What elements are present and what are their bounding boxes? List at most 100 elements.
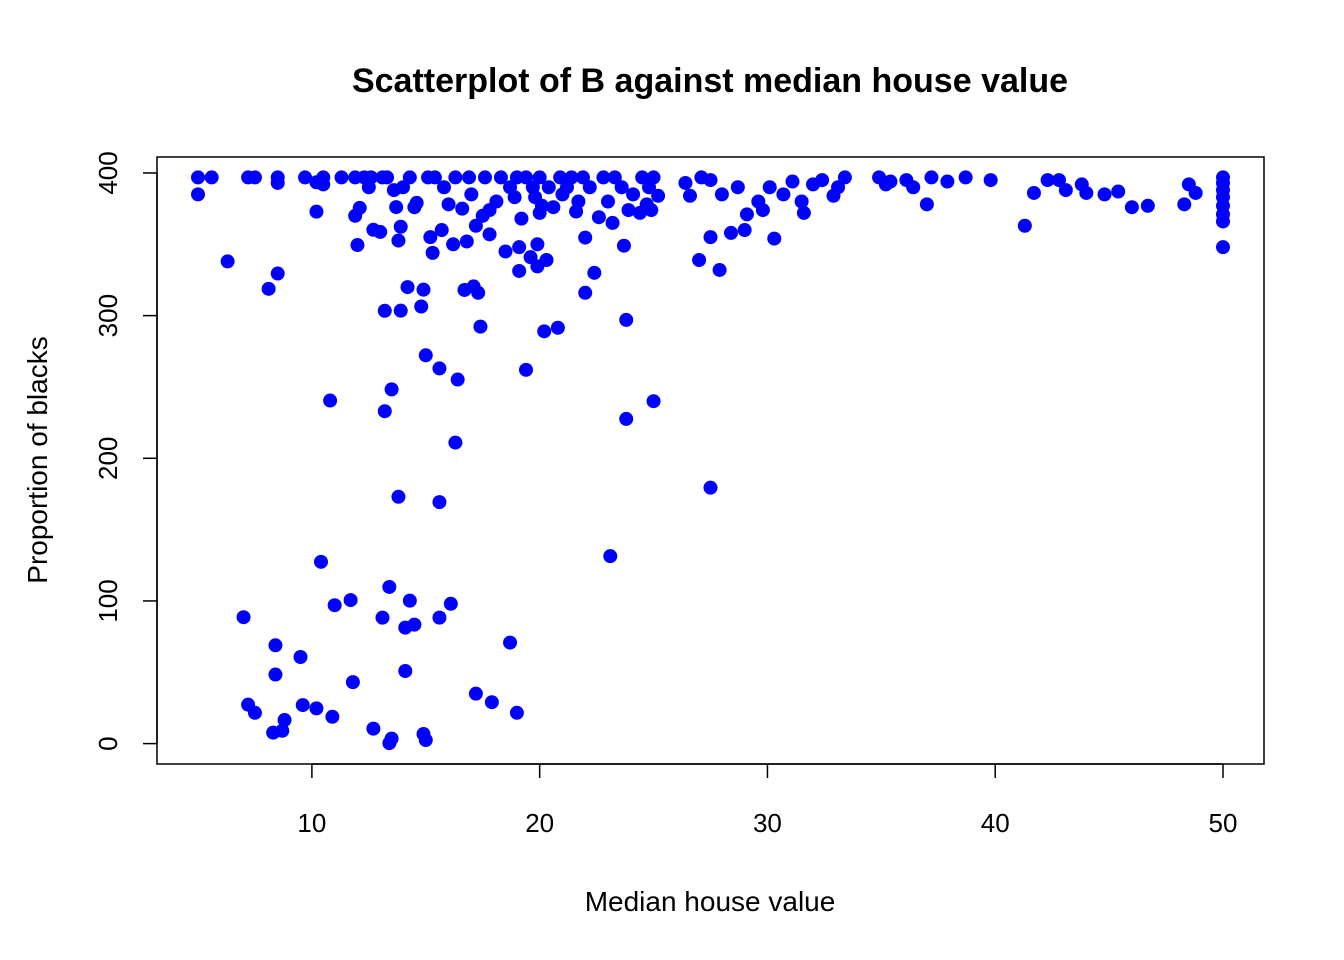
data-point: [519, 170, 533, 185]
data-point: [191, 170, 205, 185]
data-point: [539, 252, 554, 267]
data-point: [564, 170, 579, 185]
data-point: [364, 170, 379, 185]
data-point: [393, 219, 408, 234]
data-point: [815, 173, 830, 188]
data-point: [261, 281, 276, 296]
data-point: [619, 411, 634, 426]
data-point: [396, 180, 410, 195]
data-point: [730, 180, 745, 195]
data-point: [402, 593, 417, 608]
data-point: [714, 187, 729, 202]
data-point: [503, 635, 518, 650]
data-point: [468, 686, 483, 701]
data-point: [382, 579, 397, 594]
x-axis: 10 20 30 40 50: [297, 763, 1238, 838]
data-point: [534, 198, 549, 213]
data-point: [512, 263, 527, 278]
data-point: [345, 675, 360, 690]
y-axis: 0 100 200 300 400: [93, 151, 158, 751]
data-point: [270, 175, 285, 190]
data-point: [268, 667, 283, 682]
data-point: [646, 170, 661, 185]
data-point: [651, 188, 666, 203]
data-point: [191, 187, 205, 202]
data-point: [478, 170, 492, 185]
data-point: [443, 596, 458, 611]
y-tick-label: 200: [93, 437, 123, 480]
data-point: [683, 188, 697, 203]
data-point: [432, 495, 447, 510]
data-point: [605, 215, 620, 230]
data-point: [309, 204, 324, 219]
data-point: [1216, 214, 1230, 229]
data-point: [958, 170, 973, 185]
data-point: [703, 230, 718, 245]
data-point: [607, 170, 622, 185]
data-point: [712, 262, 727, 277]
data-point: [578, 285, 593, 300]
data-point: [373, 224, 388, 239]
data-point: [375, 610, 390, 625]
x-tick-label: 50: [1209, 808, 1238, 838]
data-point: [423, 230, 438, 245]
data-point: [614, 180, 629, 195]
data-point: [434, 223, 449, 238]
data-point: [437, 180, 451, 195]
data-point: [327, 598, 342, 613]
data-point: [393, 303, 408, 318]
data-point: [334, 170, 349, 185]
data-point: [448, 170, 463, 185]
data-point: [416, 282, 431, 297]
data-point: [537, 324, 552, 339]
data-point: [601, 194, 615, 209]
data-point: [1026, 185, 1041, 200]
y-tick-label: 400: [93, 151, 123, 194]
data-point: [983, 173, 998, 188]
data-point: [831, 180, 846, 195]
data-point: [530, 237, 545, 252]
data-point: [352, 200, 367, 215]
data-point: [1079, 185, 1094, 200]
data-point: [1058, 183, 1073, 198]
data-point: [509, 705, 524, 720]
data-point: [414, 299, 429, 314]
data-point: [546, 200, 561, 215]
data-point: [541, 180, 556, 195]
data-point: [450, 372, 465, 387]
data-point: [1177, 197, 1192, 212]
data-point: [550, 320, 565, 335]
data-point: [924, 170, 939, 185]
data-point: [519, 362, 533, 377]
data-point: [446, 237, 461, 252]
data-point: [402, 170, 417, 185]
data-point: [575, 170, 590, 185]
y-tick-label: 100: [93, 579, 123, 622]
data-point: [582, 180, 597, 195]
data-point: [762, 180, 777, 195]
data-point: [737, 223, 752, 238]
data-point: [448, 435, 463, 450]
data-point: [616, 238, 631, 253]
data-point: [1052, 173, 1066, 188]
chart-title: Scatterplot of B against median house va…: [352, 62, 1068, 100]
data-point: [1097, 187, 1112, 202]
data-point: [553, 170, 568, 185]
data-point: [794, 194, 809, 209]
data-point: [703, 173, 718, 188]
data-point: [1040, 173, 1055, 188]
data-point: [906, 180, 921, 195]
data-point: [1216, 240, 1230, 255]
data-point: [603, 549, 618, 564]
data-point: [409, 195, 424, 210]
data-point: [295, 698, 310, 713]
data-point: [455, 201, 470, 216]
data-point: [459, 234, 474, 249]
data-point: [587, 265, 602, 280]
data-point: [270, 266, 285, 281]
y-tick-label: 0: [93, 736, 123, 750]
data-point: [883, 174, 898, 189]
data-point: [325, 709, 340, 724]
data-point: [1188, 185, 1203, 200]
